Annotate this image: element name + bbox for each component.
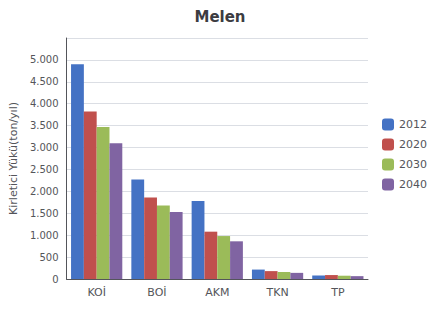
svg-text:2012: 2012 — [399, 118, 427, 131]
svg-text:TP: TP — [330, 286, 345, 299]
svg-text:1.500: 1.500 — [30, 208, 59, 219]
svg-text:5.000: 5.000 — [30, 54, 59, 65]
svg-text:2.500: 2.500 — [30, 164, 59, 175]
svg-text:3.000: 3.000 — [30, 142, 59, 153]
svg-text:Melen: Melen — [194, 8, 245, 26]
svg-text:2040: 2040 — [399, 178, 427, 191]
svg-text:500: 500 — [39, 252, 58, 263]
svg-text:TKN: TKN — [265, 286, 288, 299]
svg-text:1.000: 1.000 — [30, 230, 59, 241]
svg-text:KOİ: KOİ — [87, 286, 106, 299]
svg-text:BOİ: BOİ — [147, 286, 166, 299]
svg-text:2.000: 2.000 — [30, 186, 59, 197]
svg-text:AKM: AKM — [205, 286, 229, 299]
svg-text:0: 0 — [52, 274, 58, 285]
svg-text:3.500: 3.500 — [30, 120, 59, 131]
svg-text:2020: 2020 — [399, 138, 427, 151]
svg-text:Kirletici Yükü(ton/yıl): Kirletici Yükü(ton/yıl) — [7, 102, 20, 215]
svg-text:4.000: 4.000 — [30, 98, 59, 109]
svg-text:4.500: 4.500 — [30, 76, 59, 87]
svg-text:2030: 2030 — [399, 158, 427, 171]
